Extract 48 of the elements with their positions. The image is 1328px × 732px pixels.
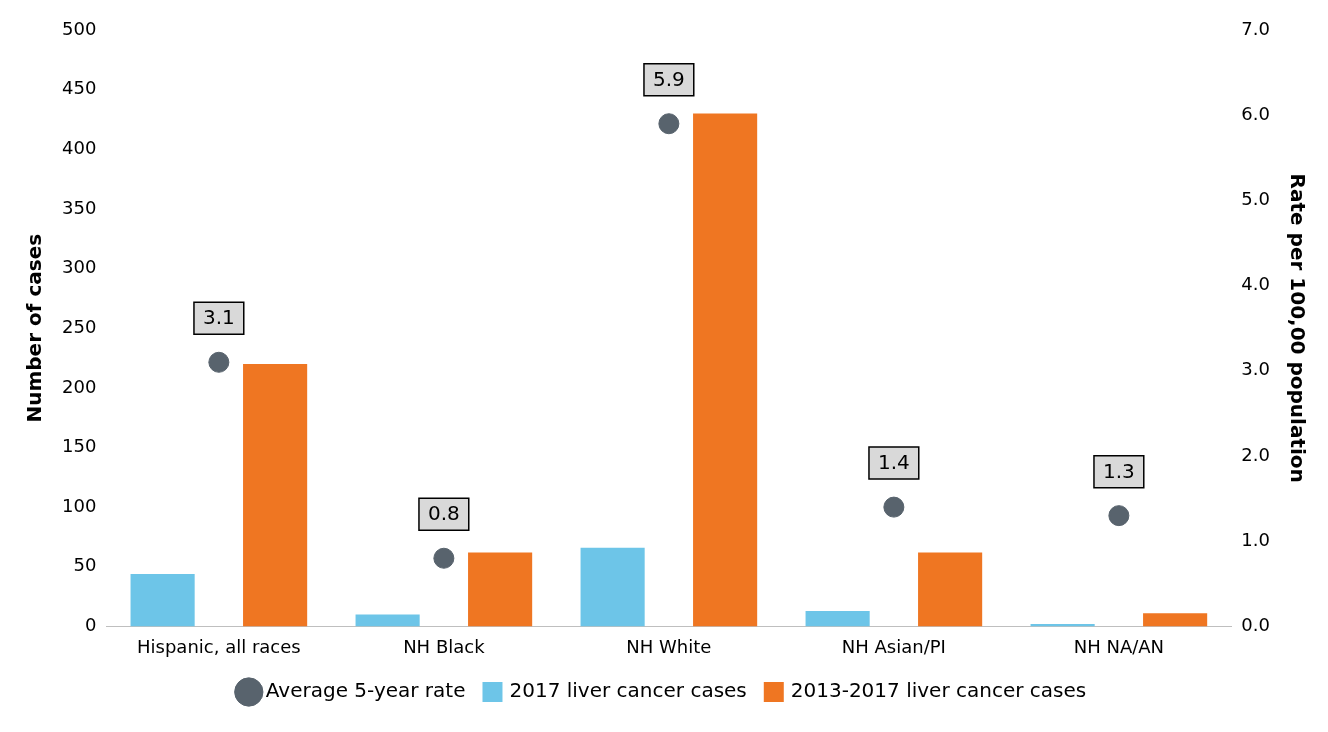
x-tick-label: NH Black	[403, 635, 486, 657]
bar	[580, 547, 645, 627]
legend-label: 2017 liver cancer cases	[509, 678, 747, 703]
x-tick-label: NH White	[626, 635, 712, 657]
legend-label: 2013-2017 liver cancer cases	[790, 678, 1087, 703]
data-label: 0.8	[427, 501, 460, 526]
data-label: 1.4	[877, 450, 910, 475]
bar	[468, 552, 533, 627]
y2-tick-label: 3.0	[1241, 358, 1271, 380]
data-label: 3.1	[202, 305, 235, 330]
bar	[805, 610, 870, 627]
bar	[355, 614, 420, 627]
y-axis-title: Number of cases	[22, 233, 47, 423]
point	[1108, 505, 1130, 527]
y-tick-label: 300	[62, 256, 97, 278]
y2-tick-label: 1.0	[1241, 528, 1271, 550]
x-tick-label: NH NA/AN	[1073, 635, 1165, 657]
y2-tick-label: 7.0	[1241, 17, 1271, 39]
bar	[918, 552, 983, 627]
y-tick-label: 50	[73, 554, 97, 576]
point	[433, 547, 455, 569]
y-tick-label: 450	[62, 77, 97, 99]
bar	[243, 363, 308, 627]
y2-tick-label: 4.0	[1241, 273, 1271, 295]
y-tick-label: 400	[62, 136, 97, 158]
x-tick-label: Hispanic, all races	[137, 635, 301, 657]
point	[658, 113, 680, 135]
y2-tick-label: 2.0	[1241, 443, 1271, 465]
y-tick-label: 350	[62, 196, 97, 218]
y-tick-label: 100	[62, 494, 97, 516]
y2-axis-title: Rate per 100,00 population	[1285, 173, 1310, 483]
y-tick-label: 250	[62, 315, 97, 337]
y2-tick-label: 6.0	[1241, 102, 1271, 124]
y-tick-label: 200	[62, 375, 97, 397]
point	[883, 496, 905, 518]
data-label: 1.3	[1102, 458, 1135, 483]
y-tick-label: 150	[62, 435, 97, 457]
bar	[693, 113, 758, 627]
bar	[1143, 613, 1208, 627]
y-tick-label: 500	[62, 17, 97, 39]
y2-tick-label: 5.0	[1241, 188, 1271, 210]
point	[208, 351, 230, 373]
y-tick-label: 0	[84, 614, 97, 636]
legend-label: Average 5-year rate	[265, 678, 466, 703]
x-tick-label: NH Asian/PI	[841, 635, 946, 657]
data-label: 5.9	[652, 66, 685, 91]
bar	[130, 573, 195, 627]
y2-tick-label: 0.0	[1241, 614, 1271, 636]
